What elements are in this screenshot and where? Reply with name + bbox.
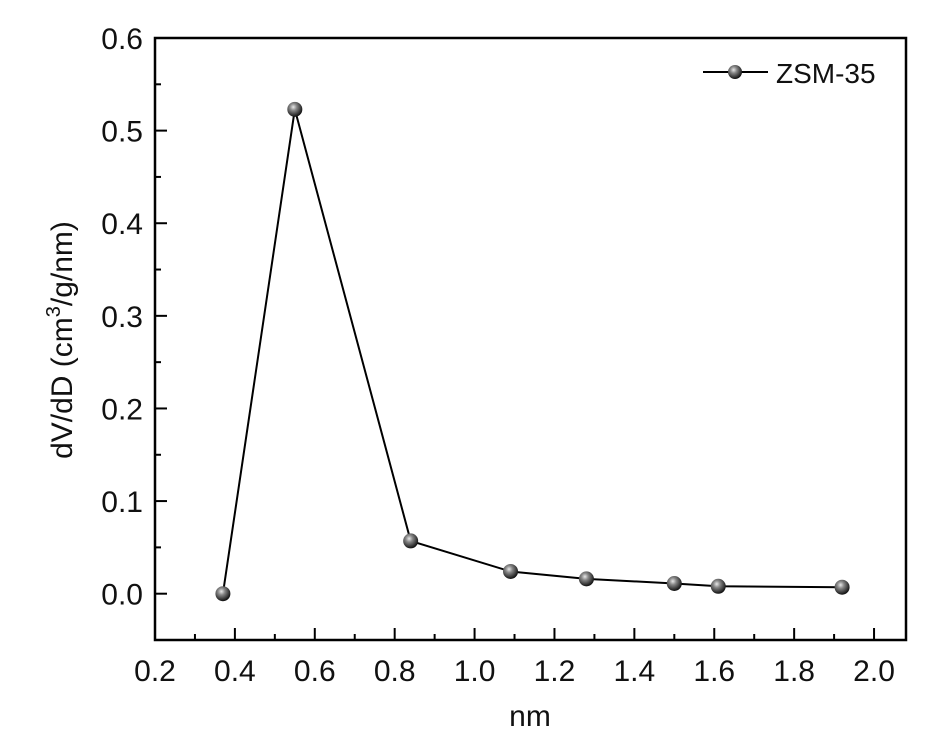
plot-frame — [155, 38, 906, 640]
series-line — [223, 109, 842, 593]
y-tick-label: 0.1 — [101, 486, 143, 519]
data-point — [287, 102, 302, 117]
data-point — [667, 576, 682, 591]
y-tick-label: 0.6 — [101, 23, 143, 56]
data-point — [835, 580, 850, 595]
x-tick-label: 1.4 — [614, 655, 656, 688]
y-axis-label: dV/dD (cm3/g/nm) — [43, 221, 79, 459]
data-point — [579, 571, 594, 586]
legend: ZSM-35 — [703, 58, 876, 89]
x-axis-label: nm — [509, 700, 551, 733]
x-tick-label: 1.6 — [693, 655, 735, 688]
data-point — [711, 579, 726, 594]
y-tick-label: 0.4 — [101, 208, 143, 241]
data-point — [403, 533, 418, 548]
x-tick-label: 0.2 — [134, 655, 176, 688]
x-tick-label: 1.2 — [534, 655, 576, 688]
data-point — [503, 564, 518, 579]
x-tick-label: 0.6 — [294, 655, 336, 688]
x-tick-label: 2.0 — [853, 655, 895, 688]
y-tick-label: 0.3 — [101, 301, 143, 334]
y-tick-label: 0.0 — [101, 579, 143, 612]
legend-label: ZSM-35 — [776, 58, 876, 89]
x-tick-label: 1.0 — [454, 655, 496, 688]
legend-marker — [728, 65, 742, 79]
data-point — [215, 586, 230, 601]
y-tick-label: 0.2 — [101, 393, 143, 426]
x-tick-label: 0.4 — [214, 655, 256, 688]
x-tick-label: 1.8 — [773, 655, 815, 688]
y-tick-label: 0.5 — [101, 116, 143, 149]
x-tick-label: 0.8 — [374, 655, 416, 688]
